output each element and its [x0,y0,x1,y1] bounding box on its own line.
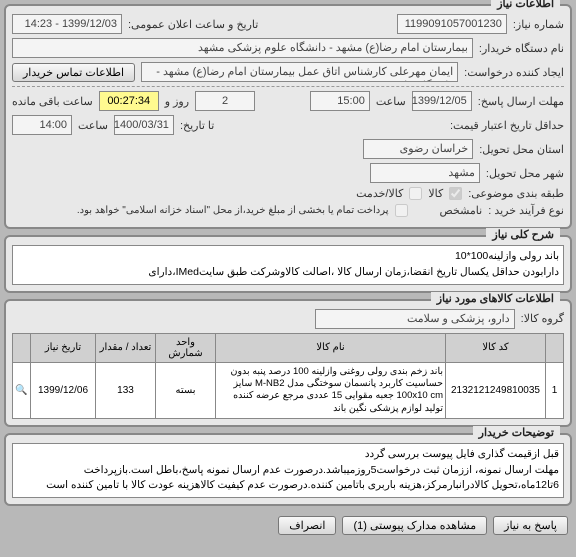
budget-row-label: طبقه بندی موضوعی: [468,187,564,200]
city-label: شهر محل تحویل: [486,167,564,180]
credit-time: 14:00 [12,115,72,135]
separator [12,86,564,87]
desc-panel-title: شرح کلی نیاز [486,228,560,241]
service-label: کالا/خدمت [356,187,403,200]
th-qty: تعداد / مقدار [96,333,156,362]
goods-checkbox [449,187,462,200]
table-row[interactable]: 1 2132121249810035 باند زخم بندی رولی رو… [13,362,564,418]
requester-value: ایمان مهرعلی کارشناس اتاق عمل بیمارستان … [141,62,458,82]
group-label: گروه کالا: [521,312,564,325]
th-act [13,333,31,362]
cell-qty: 133 [96,362,156,418]
footer: پاسخ به نیاز مشاهده مدارک پیوستی (1) انص… [4,512,572,539]
th-date: تاریخ نیاز [31,333,96,362]
th-code: کد کالا [446,333,546,362]
need-no-label: شماره نیاز: [513,18,564,31]
service-checkbox [409,187,422,200]
search-icon[interactable]: 🔍 [15,385,27,396]
th-name: نام کالا [216,333,446,362]
province-value: خراسان رضوی [363,139,473,159]
cell-name: باند زخم بندی رولی روغنی وازلینه 100 درص… [216,362,446,418]
and-label: روز و [165,95,189,108]
days-left: 2 [195,91,255,111]
credit-min-label: حداقل تاریخ اعتبار قیمت: [450,119,564,132]
th-unit: واحد شمارش [156,333,216,362]
answer-deadline-label: مهلت ارسال پاسخ: [478,95,564,108]
org-value: بیمارستان امام رضا(ع) مشهد - دانشگاه علو… [12,38,473,58]
org-label: نام دستگاه خریدار: [479,42,564,55]
announce-label: تاریخ و ساعت اعلان عمومی: [128,18,258,31]
city-value: مشهد [370,163,480,183]
reply-button[interactable]: پاسخ به نیاز [493,516,568,535]
announce-value: 1399/12/03 - 14:23 [12,14,122,34]
need-no-value: 1199091057001230 [397,14,507,34]
info-panel-title: اطلاعات نیاز [491,0,560,10]
cell-action[interactable]: 🔍 [13,362,31,418]
answer-date: 1399/12/05 [412,91,472,111]
cell-unit: بسته [156,362,216,418]
desc-panel: شرح کلی نیاز باند رولی وازلینه100*10 دار… [4,235,572,293]
province-label: استان محل تحویل: [479,143,564,156]
treasury-checkbox [395,204,408,217]
cell-idx: 1 [546,362,564,418]
answer-time: 15:00 [310,91,370,111]
cancel-button[interactable]: انصراف [278,516,336,535]
to-date-label: تا تاریخ: [180,119,214,132]
items-panel: اطلاعات کالاهای مورد نیاز گروه کالا: دار… [4,299,572,427]
th-idx [546,333,564,362]
goods-label: کالا [428,187,443,200]
contact-info-button[interactable]: اطلاعات تماس خریدار [12,63,135,82]
process-label: نوع فرآیند خرید : [488,204,564,217]
table-header-row: کد کالا نام کالا واحد شمارش تعداد / مقدا… [13,333,564,362]
credit-date: 1400/03/31 [114,115,174,135]
cell-code: 2132121249810035 [446,362,546,418]
at-label-2: ساعت [78,119,108,132]
requester-label: ایجاد کننده درخواست: [464,66,564,79]
items-panel-title: اطلاعات کالاهای مورد نیاز [431,292,560,305]
process-value: نامشخص [440,204,483,217]
notes-panel: توضیحات خریدار قبل ازقیمت گذاری فایل پیو… [4,433,572,506]
info-panel: اطلاعات نیاز شماره نیاز: 119909105700123… [4,4,572,229]
buyer-notes-text: قبل ازقیمت گذاری فایل پیوست بررسی گردد م… [12,443,564,498]
attachments-button[interactable]: مشاهده مدارک پیوستی (1) [342,516,487,535]
notes-panel-title: توضیحات خریدار [473,426,560,439]
at-label-1: ساعت [376,95,406,108]
items-table: کد کالا نام کالا واحد شمارش تعداد / مقدا… [12,333,564,419]
time-left: 00:27:34 [99,91,159,111]
group-value: دارو، پزشکی و سلامت [315,309,515,329]
cell-date: 1399/12/06 [31,362,96,418]
remaining-label: ساعت باقی مانده [12,95,93,108]
pay-note: پرداخت تمام یا بخشی از مبلغ خرید،از محل … [77,205,389,216]
desc-text: باند رولی وازلینه100*10 دارابودن حداقل ی… [12,245,564,285]
